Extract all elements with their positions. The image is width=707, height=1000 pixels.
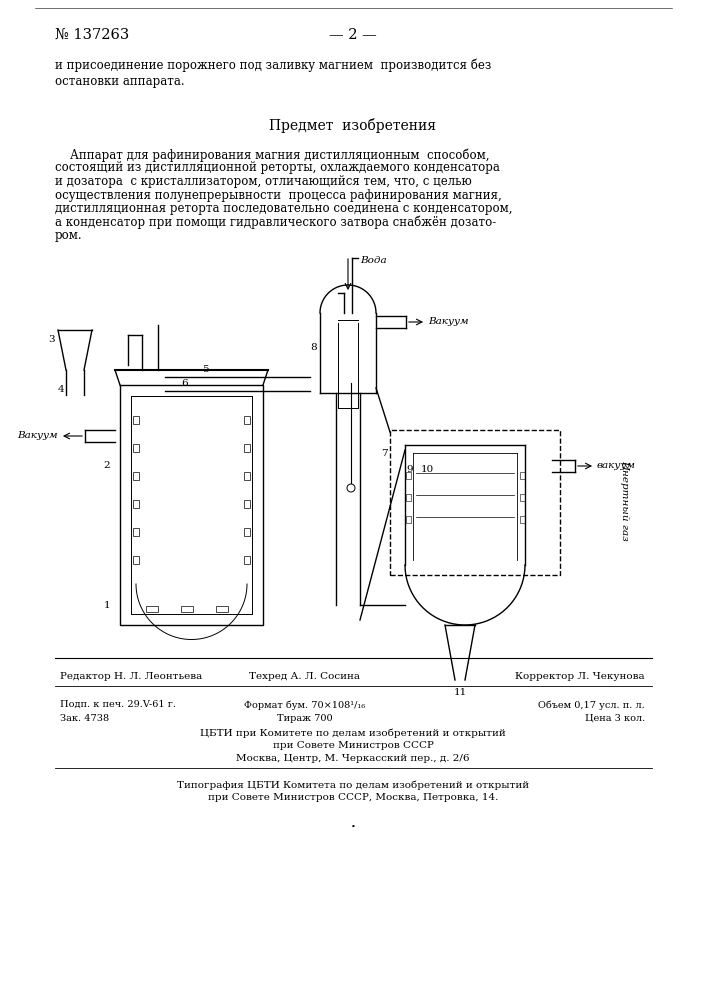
Text: Корректор Л. Чекунова: Корректор Л. Чекунова bbox=[515, 672, 645, 681]
Text: ЦБТИ при Комитете по делам изобретений и открытий: ЦБТИ при Комитете по делам изобретений и… bbox=[200, 728, 506, 738]
Text: вакуум: вакуум bbox=[597, 462, 636, 471]
Bar bbox=[133, 416, 139, 424]
Text: 3: 3 bbox=[48, 335, 55, 344]
Bar bbox=[520, 494, 525, 501]
Text: •: • bbox=[351, 823, 356, 831]
Text: 2: 2 bbox=[103, 460, 110, 470]
Bar bbox=[406, 516, 411, 523]
Text: Тираж 700: Тираж 700 bbox=[277, 714, 333, 723]
Text: 6: 6 bbox=[182, 379, 188, 388]
Bar bbox=[133, 444, 139, 452]
Bar bbox=[520, 472, 525, 479]
Text: Предмет  изобретения: Предмет изобретения bbox=[269, 118, 436, 133]
Text: 8: 8 bbox=[310, 344, 317, 353]
Bar bbox=[406, 472, 411, 479]
Text: и дозатора  с кристаллизатором, отличающийся тем, что, с целью: и дозатора с кристаллизатором, отличающи… bbox=[55, 175, 472, 188]
Text: а конденсатор при помощи гидравлического затвора снабжён дозато-: а конденсатор при помощи гидравлического… bbox=[55, 216, 496, 229]
Text: при Совете Министров СССР, Москва, Петровка, 14.: при Совете Министров СССР, Москва, Петро… bbox=[208, 793, 498, 802]
Text: Москва, Центр, М. Черкасский пер., д. 2/6: Москва, Центр, М. Черкасский пер., д. 2/… bbox=[236, 754, 469, 763]
Text: состоящий из дистилляционной реторты, охлаждаемого конденсатора: состоящий из дистилляционной реторты, ох… bbox=[55, 161, 500, 174]
Text: Подп. к печ. 29.V-61 г.: Подп. к печ. 29.V-61 г. bbox=[60, 700, 176, 709]
Text: ром.: ром. bbox=[55, 229, 83, 242]
Bar bbox=[244, 416, 250, 424]
Text: и присоединение порожнего под заливку магнием  производится без
остановки аппара: и присоединение порожнего под заливку ма… bbox=[55, 58, 491, 89]
Text: 4: 4 bbox=[57, 385, 64, 394]
Bar bbox=[390, 430, 560, 575]
Text: Объем 0,17 усл. п. л.: Объем 0,17 усл. п. л. bbox=[538, 700, 645, 710]
Bar bbox=[133, 500, 139, 508]
Bar bbox=[244, 500, 250, 508]
Text: 9: 9 bbox=[407, 466, 414, 475]
Text: осуществления полунепрерывности  процесса рафинирования магния,: осуществления полунепрерывности процесса… bbox=[55, 188, 502, 202]
Text: Редактор Н. Л. Леонтьева: Редактор Н. Л. Леонтьева bbox=[60, 672, 202, 681]
Bar bbox=[244, 556, 250, 564]
Bar bbox=[244, 472, 250, 480]
Text: № 137263: № 137263 bbox=[55, 28, 129, 42]
Bar bbox=[406, 494, 411, 501]
Text: Цена 3 кол.: Цена 3 кол. bbox=[585, 714, 645, 723]
Text: 10: 10 bbox=[421, 466, 433, 475]
Text: 5: 5 bbox=[201, 365, 209, 374]
Bar bbox=[520, 516, 525, 523]
Text: Типография ЦБТИ Комитета по делам изобретений и открытий: Типография ЦБТИ Комитета по делам изобре… bbox=[177, 780, 529, 790]
Text: — 2 —: — 2 — bbox=[329, 28, 377, 42]
Bar bbox=[244, 444, 250, 452]
Text: дистилляционная реторта последовательно соединена с конденсатором,: дистилляционная реторта последовательно … bbox=[55, 202, 513, 215]
Bar bbox=[146, 606, 158, 612]
Text: Зак. 4738: Зак. 4738 bbox=[60, 714, 109, 723]
Bar bbox=[244, 528, 250, 536]
Bar bbox=[133, 528, 139, 536]
Text: Инертный газ: Инертный газ bbox=[621, 460, 629, 540]
Text: Вакуум: Вакуум bbox=[18, 432, 58, 440]
Text: 7: 7 bbox=[381, 448, 387, 458]
Text: Аппарат для рафинирования магния дистилляционным  способом,: Аппарат для рафинирования магния дистилл… bbox=[55, 148, 489, 161]
Text: Формат бум. 70×108¹/₁₆: Формат бум. 70×108¹/₁₆ bbox=[245, 700, 366, 710]
Text: 11: 11 bbox=[453, 688, 467, 697]
Text: 1: 1 bbox=[103, 600, 110, 609]
Text: при Совете Министров СССР: при Совете Министров СССР bbox=[273, 741, 433, 750]
Text: Вода: Вода bbox=[360, 256, 387, 265]
Text: Вакуум: Вакуум bbox=[428, 318, 469, 326]
Bar bbox=[181, 606, 193, 612]
Bar bbox=[133, 472, 139, 480]
Text: Техред А. Л. Сосина: Техред А. Л. Сосина bbox=[250, 672, 361, 681]
Bar bbox=[133, 556, 139, 564]
Bar bbox=[216, 606, 228, 612]
